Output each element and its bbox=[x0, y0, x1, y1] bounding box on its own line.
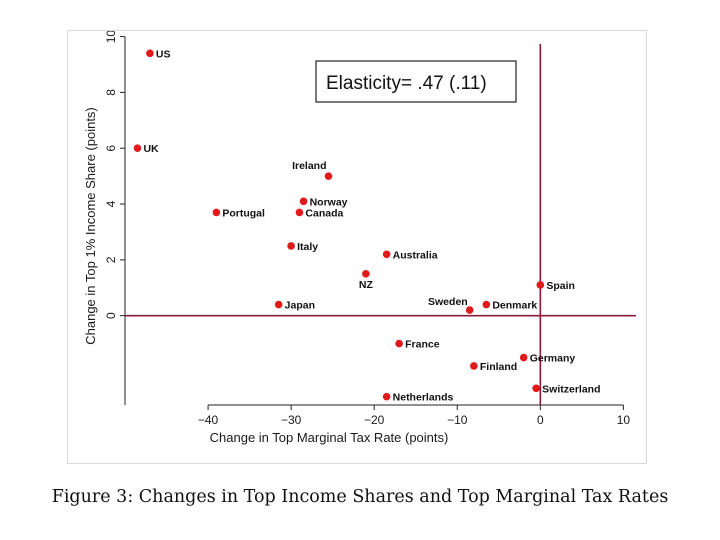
data-point-denmark bbox=[482, 300, 491, 309]
point-label-uk: UK bbox=[143, 143, 159, 155]
y-tick-label: 6 bbox=[104, 145, 118, 152]
point-label-japan: Japan bbox=[285, 300, 315, 312]
point-label-germany: Germany bbox=[530, 353, 576, 365]
point-label-spain: Spain bbox=[546, 280, 575, 292]
point-label-portugal: Portugal bbox=[222, 207, 265, 219]
reference-lines bbox=[125, 44, 636, 405]
data-point-finland bbox=[470, 362, 478, 370]
data-point-ireland bbox=[324, 172, 333, 180]
data-point-sweden bbox=[465, 306, 474, 314]
axes-layer: 0 2 4 6 8 10 −40 −30 −20 −10 0 10 bbox=[104, 31, 630, 427]
data-point-uk bbox=[133, 144, 142, 153]
figure-frame: 0 2 4 6 8 10 −40 −30 −20 −10 0 10 US UK Ireland Norway… bbox=[67, 30, 647, 464]
point-label-netherlands: Netherlands bbox=[393, 392, 454, 404]
x-tick-label: 0 bbox=[537, 413, 544, 427]
point-label-sweden: Sweden bbox=[428, 296, 468, 308]
y-tick-label: 0 bbox=[104, 312, 118, 319]
scatter-chart: 0 2 4 6 8 10 −40 −30 −20 −10 0 10 US UK Ireland Norway… bbox=[83, 31, 636, 445]
point-label-finland: Finland bbox=[480, 361, 517, 373]
y-axis-title: Change in Top 1% Income Share (points) bbox=[83, 107, 98, 345]
figure-caption: Figure 3: Changes in Top Income Shares a… bbox=[51, 487, 669, 507]
point-label-denmark: Denmark bbox=[492, 300, 537, 312]
data-points bbox=[133, 49, 545, 401]
data-point-germany bbox=[519, 353, 528, 362]
data-point-portugal bbox=[212, 208, 221, 217]
data-point-nz bbox=[362, 270, 370, 278]
point-label-nz: NZ bbox=[359, 279, 374, 291]
point-labels: US UK Ireland Norway Portugal Canada Italy Aust… bbox=[143, 48, 600, 403]
x-tick-label: −10 bbox=[447, 413, 468, 427]
point-label-australia: Australia bbox=[393, 249, 438, 261]
point-label-france: France bbox=[405, 339, 440, 351]
y-tick-label: 4 bbox=[104, 200, 118, 207]
data-point-japan bbox=[274, 300, 283, 309]
x-tick-label: 10 bbox=[617, 413, 631, 427]
elasticity-box: Elasticity= .47 (.11) bbox=[315, 60, 517, 103]
x-tick-label: −20 bbox=[364, 413, 385, 427]
x-axis-title: Change in Top Marginal Tax Rate (points) bbox=[210, 430, 449, 445]
x-tick-label: −30 bbox=[281, 413, 302, 427]
point-label-norway: Norway bbox=[310, 196, 348, 208]
data-point-spain bbox=[536, 281, 545, 289]
x-tick-label: −40 bbox=[198, 413, 219, 427]
data-point-france bbox=[395, 339, 403, 348]
data-point-australia bbox=[382, 250, 391, 259]
point-label-canada: Canada bbox=[305, 207, 343, 219]
data-point-us bbox=[146, 49, 154, 58]
data-point-canada bbox=[295, 208, 304, 217]
elasticity-annotation: Elasticity= .47 (.11) bbox=[326, 73, 487, 94]
data-point-netherlands bbox=[382, 392, 391, 401]
point-label-ireland: Ireland bbox=[292, 160, 326, 172]
data-point-switzerland bbox=[532, 384, 540, 393]
point-label-us: US bbox=[156, 48, 171, 60]
y-tick-label: 10 bbox=[104, 31, 118, 43]
point-label-switzerland: Switzerland bbox=[542, 383, 600, 395]
data-point-norway bbox=[299, 197, 308, 206]
data-point-italy bbox=[287, 242, 295, 250]
point-label-italy: Italy bbox=[297, 241, 318, 253]
y-tick-label: 8 bbox=[104, 89, 118, 96]
y-tick-label: 2 bbox=[104, 256, 118, 263]
